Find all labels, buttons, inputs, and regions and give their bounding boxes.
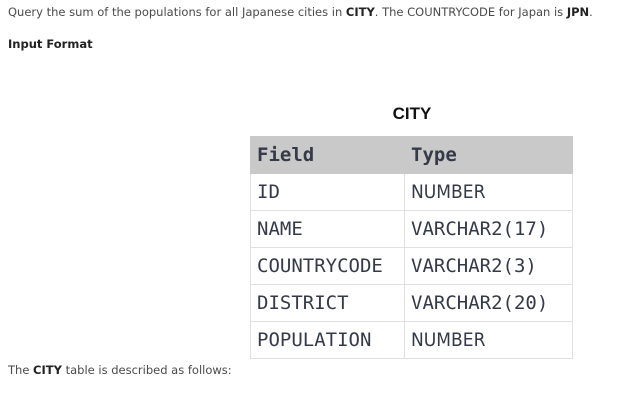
city-schema-table: Field Type ID NUMBER NAME VARCHAR2(17) COUN…	[250, 136, 573, 359]
table-row: COUNTRYCODE VARCHAR2(3)	[250, 247, 573, 285]
input-format-heading: Input Format	[8, 37, 93, 51]
type-cell: NUMBER	[404, 321, 573, 359]
field-cell: POPULATION	[250, 321, 405, 359]
field-cell: ID	[250, 173, 405, 211]
field-cell: COUNTRYCODE	[250, 247, 405, 285]
table-row: NAME VARCHAR2(17)	[250, 210, 573, 248]
problem-statement: Query the sum of the populations for all…	[8, 5, 593, 19]
table-row: POPULATION NUMBER	[250, 321, 573, 359]
table-name: CITY	[345, 5, 375, 19]
type-cell: NUMBER	[404, 173, 573, 211]
table-caption: CITY	[392, 104, 432, 123]
type-cell: VARCHAR2(17)	[404, 210, 573, 248]
table-header-row: Field Type	[250, 136, 573, 174]
field-cell: NAME	[250, 210, 405, 248]
header-field: Field	[250, 136, 405, 174]
type-cell: VARCHAR2(3)	[404, 247, 573, 285]
table-row: DISTRICT VARCHAR2(20)	[250, 284, 573, 322]
country-code: JPN	[566, 5, 590, 19]
type-cell: VARCHAR2(20)	[404, 284, 573, 322]
table-row: ID NUMBER	[250, 173, 573, 211]
field-cell: DISTRICT	[250, 284, 405, 322]
header-type: Type	[404, 136, 573, 174]
table-description: The CITY table is described as follows:	[8, 363, 232, 377]
